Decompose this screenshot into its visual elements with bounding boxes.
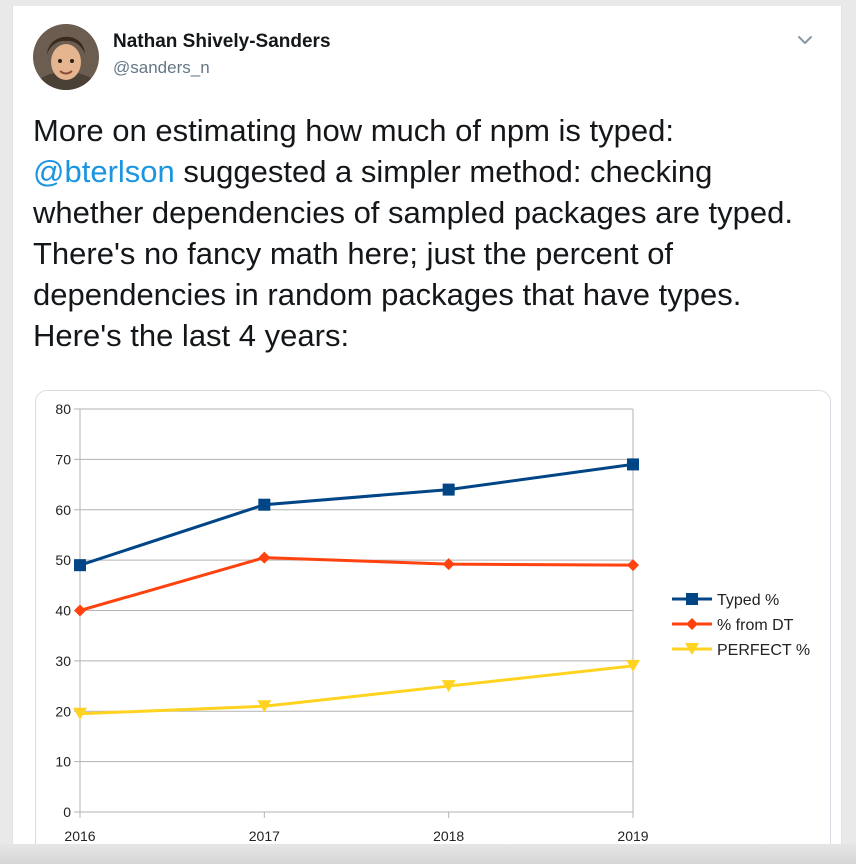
y-tick-label: 50 bbox=[55, 552, 71, 568]
x-tick-label: 2018 bbox=[433, 828, 464, 844]
y-tick-label: 10 bbox=[55, 754, 71, 770]
author-handle[interactable]: @sanders_n bbox=[113, 58, 210, 77]
tweet-text-line: There's no fancy math here; just the per… bbox=[33, 236, 674, 271]
data-point bbox=[627, 559, 639, 572]
video-bottom-bar bbox=[0, 844, 856, 864]
tweet-text-line: Here's the last 4 years: bbox=[33, 318, 350, 353]
x-tick-label: 2016 bbox=[64, 828, 95, 844]
legend-marker bbox=[685, 643, 699, 655]
tweet-text-line: whether dependencies of sampled packages… bbox=[33, 195, 793, 230]
author-display-name[interactable]: Nathan Shively-Sanders bbox=[113, 31, 331, 52]
y-tick-label: 80 bbox=[55, 401, 71, 417]
series-line bbox=[79, 556, 634, 612]
x-tick-label: 2017 bbox=[249, 828, 280, 844]
avatar[interactable] bbox=[33, 24, 99, 90]
y-tick-label: 40 bbox=[55, 603, 71, 619]
y-tick-label: 30 bbox=[55, 653, 71, 669]
line-chart: 0 10 20 30 40 50 60 70 80 2016 2017 2018 2019 Typed %… bbox=[55, 401, 810, 844]
tweet-text-line: More on estimating how much of npm is ty… bbox=[33, 113, 674, 148]
y-tick-label: 0 bbox=[63, 804, 71, 820]
data-point bbox=[626, 659, 640, 672]
series-line bbox=[79, 462, 634, 567]
series-line bbox=[79, 664, 634, 716]
data-point bbox=[74, 559, 86, 572]
data-point bbox=[258, 498, 271, 511]
mention-link[interactable]: @bterlson bbox=[33, 154, 175, 189]
y-tick-label: 20 bbox=[55, 703, 71, 719]
tweet-text-line: dependencies in random packages that hav… bbox=[33, 277, 742, 312]
tweet-text-segment: suggested a simpler method: checking bbox=[174, 154, 713, 189]
y-tick-label: 60 bbox=[55, 502, 71, 518]
legend-marker bbox=[686, 618, 698, 630]
data-point bbox=[74, 604, 86, 617]
x-tick-label: 2019 bbox=[617, 828, 648, 844]
tweet-text: More on estimating how much of npm is ty… bbox=[33, 110, 833, 356]
data-point bbox=[73, 707, 87, 720]
tweet-text-line: @bterlson suggested a simpler method: ch… bbox=[33, 151, 833, 192]
data-point bbox=[442, 558, 455, 571]
legend-label: Typed % bbox=[717, 592, 779, 609]
legend-marker bbox=[686, 593, 698, 605]
legend-label: PERFECT % bbox=[717, 642, 810, 659]
tweet-card: Nathan Shively-Sanders @sanders_n More o… bbox=[12, 6, 842, 856]
chart-image[interactable]: 0 10 20 30 40 50 60 70 80 2016 2017 2018 2019 Typed %… bbox=[35, 390, 831, 856]
data-point bbox=[441, 680, 456, 693]
data-point bbox=[627, 458, 639, 471]
avatar-photo-icon bbox=[33, 24, 99, 90]
data-point bbox=[442, 483, 455, 496]
data-point bbox=[257, 700, 272, 713]
data-point bbox=[258, 551, 271, 564]
y-tick-label: 70 bbox=[55, 451, 71, 467]
legend-label: % from DT bbox=[717, 617, 794, 634]
chevron-down-icon[interactable] bbox=[795, 30, 815, 50]
